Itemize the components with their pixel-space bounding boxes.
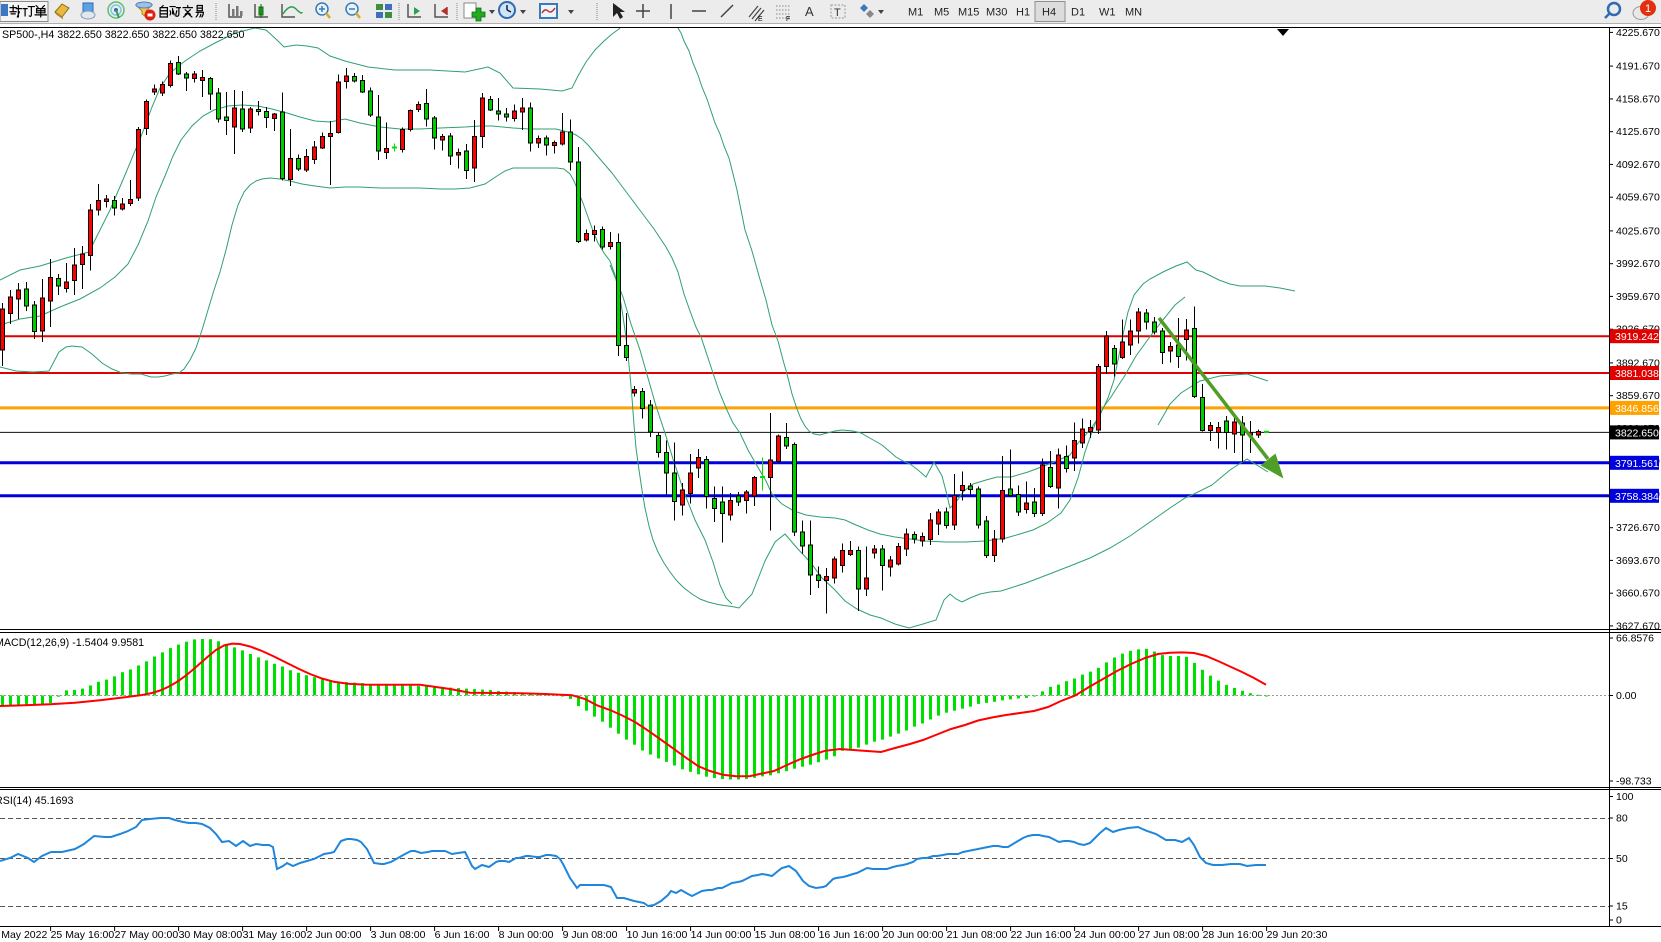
svg-text:6 Jun 16:00: 6 Jun 16:00 [435, 929, 490, 941]
svg-text:3791.561: 3791.561 [1615, 458, 1659, 470]
svg-text:H4: H4 [1042, 7, 1056, 19]
svg-text:80: 80 [1616, 813, 1628, 825]
svg-text:3859.670: 3859.670 [1616, 390, 1660, 402]
svg-text:24 May 2022: 24 May 2022 [0, 929, 47, 941]
svg-text:3627.670: 3627.670 [1616, 620, 1660, 632]
svg-text:3846.856: 3846.856 [1615, 403, 1659, 415]
svg-text:3959.670: 3959.670 [1616, 291, 1660, 303]
svg-text:MN: MN [1125, 7, 1142, 19]
svg-text:M15: M15 [958, 7, 979, 19]
svg-text:21 Jun 08:00: 21 Jun 08:00 [947, 929, 1008, 941]
svg-text:3919.242: 3919.242 [1615, 331, 1659, 343]
svg-text:RSI(14) 45.1693: RSI(14) 45.1693 [0, 795, 73, 807]
svg-text:SP500-,H4 3822.650 3822.650 3: SP500-,H4 3822.650 3822.650 3822.650 382… [2, 29, 245, 41]
svg-text:3660.670: 3660.670 [1616, 588, 1660, 600]
svg-text:0.00: 0.00 [1616, 690, 1637, 702]
svg-text:14 Jun 00:00: 14 Jun 00:00 [691, 929, 752, 941]
svg-text:24 Jun 00:00: 24 Jun 00:00 [1075, 929, 1136, 941]
svg-text:M5: M5 [934, 7, 949, 19]
svg-text:31 May 16:00: 31 May 16:00 [243, 929, 307, 941]
svg-text:4059.670: 4059.670 [1616, 192, 1660, 204]
svg-text:4025.670: 4025.670 [1616, 225, 1660, 237]
svg-text:9 Jun 08:00: 9 Jun 08:00 [563, 929, 618, 941]
svg-text:E: E [758, 16, 763, 23]
svg-text:16 Jun 16:00: 16 Jun 16:00 [819, 929, 880, 941]
svg-text:-98.733: -98.733 [1616, 776, 1652, 788]
svg-text:F: F [786, 16, 790, 23]
svg-text:3758.384: 3758.384 [1615, 491, 1659, 503]
svg-text:15: 15 [1616, 901, 1628, 913]
svg-text:D1: D1 [1071, 7, 1085, 19]
svg-text:3 Jun 08:00: 3 Jun 08:00 [371, 929, 426, 941]
svg-text:A: A [805, 4, 814, 19]
svg-text:10 Jun 16:00: 10 Jun 16:00 [627, 929, 688, 941]
svg-text:20 Jun 00:00: 20 Jun 00:00 [883, 929, 944, 941]
svg-text:1: 1 [1645, 3, 1651, 15]
svg-text:15 Jun 08:00: 15 Jun 08:00 [755, 929, 816, 941]
svg-text:3992.670: 3992.670 [1616, 258, 1660, 270]
svg-text:4225.670: 4225.670 [1616, 27, 1660, 39]
svg-text:3726.670: 3726.670 [1616, 522, 1660, 534]
svg-text:27 May 00:00: 27 May 00:00 [115, 929, 179, 941]
svg-text:4125.670: 4125.670 [1616, 126, 1660, 138]
svg-text:27 Jun 08:00: 27 Jun 08:00 [1139, 929, 1200, 941]
svg-text:30 May 08:00: 30 May 08:00 [179, 929, 243, 941]
svg-text:28 Jun 16:00: 28 Jun 16:00 [1203, 929, 1264, 941]
svg-text:0: 0 [1616, 915, 1622, 927]
svg-text:W1: W1 [1099, 7, 1116, 19]
svg-text:H1: H1 [1016, 7, 1030, 19]
svg-text:3693.670: 3693.670 [1616, 555, 1660, 567]
svg-text:4191.670: 4191.670 [1616, 61, 1660, 73]
svg-text:50: 50 [1616, 853, 1628, 865]
svg-text:4158.670: 4158.670 [1616, 93, 1660, 105]
svg-text:T: T [834, 7, 841, 19]
svg-text:M1: M1 [908, 7, 923, 19]
svg-text:22 Jun 16:00: 22 Jun 16:00 [1011, 929, 1072, 941]
svg-text:M30: M30 [986, 7, 1007, 19]
svg-text:25 May 16:00: 25 May 16:00 [51, 929, 115, 941]
svg-text:29 Jun 20:30: 29 Jun 20:30 [1267, 929, 1328, 941]
svg-text:66.8576: 66.8576 [1616, 633, 1654, 645]
svg-text:MACD(12,26,9) -1.5404 9.9581: MACD(12,26,9) -1.5404 9.9581 [0, 637, 144, 649]
svg-text:8 Jun 00:00: 8 Jun 00:00 [499, 929, 554, 941]
svg-text:3822.650: 3822.650 [1615, 427, 1659, 439]
svg-text:4092.670: 4092.670 [1616, 159, 1660, 171]
svg-text:3881.038: 3881.038 [1615, 368, 1659, 380]
svg-text:100: 100 [1616, 791, 1634, 803]
svg-text:2 Jun 00:00: 2 Jun 00:00 [307, 929, 362, 941]
